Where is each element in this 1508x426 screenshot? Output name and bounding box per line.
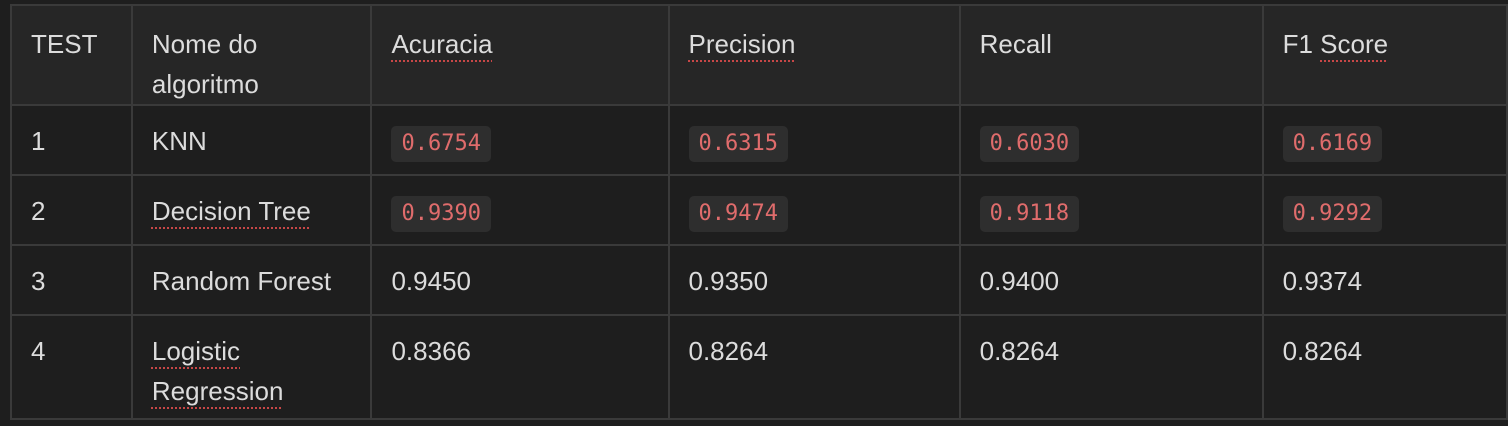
inline-code: 0.6169 [1282, 126, 1383, 162]
inline-code: 0.9474 [688, 196, 788, 232]
cell-recall[interactable]: 0.8264 [958, 314, 1264, 420]
header-test[interactable]: TEST [10, 4, 133, 106]
header-f1-score[interactable]: F1 Score [1261, 4, 1508, 106]
cell-precision[interactable]: 0.8264 [667, 314, 961, 420]
header-f1-score-word: Score [1320, 29, 1389, 59]
table-row: 2 Decision Tree 0.9390 0.9474 0.9118 0.9… [10, 174, 1508, 246]
cell-test[interactable]: 4 [10, 314, 133, 420]
cell-acuracia[interactable]: 0.9390 [370, 174, 670, 246]
inline-code: 0.6030 [979, 126, 1080, 162]
cell-recall[interactable]: 0.9400 [958, 244, 1264, 316]
cell-test[interactable]: 2 [10, 174, 133, 246]
results-table-container: TEST Nome do algoritmo Acuracia Precisio… [10, 4, 1508, 420]
cell-test[interactable]: 1 [10, 104, 133, 176]
cell-f1[interactable]: 0.8264 [1261, 314, 1508, 420]
cell-recall[interactable]: 0.6030 [958, 104, 1264, 176]
table-row: 4 Logistic Regression 0.8366 0.8264 0.82… [10, 314, 1508, 420]
cell-algorithm[interactable]: Logistic Regression [130, 314, 373, 420]
header-precision[interactable]: Precision [667, 4, 961, 106]
inline-code: 0.9292 [1282, 196, 1383, 232]
header-algorithm[interactable]: Nome do algoritmo [130, 4, 373, 106]
cell-precision[interactable]: 0.6315 [667, 104, 961, 176]
inline-code: 0.6315 [688, 126, 788, 162]
cell-acuracia[interactable]: 0.8366 [370, 314, 670, 420]
cell-precision[interactable]: 0.9350 [667, 244, 961, 316]
cell-algorithm[interactable]: Decision Tree [130, 174, 373, 246]
cell-f1[interactable]: 0.9374 [1261, 244, 1508, 316]
cell-algorithm[interactable]: Random Forest [130, 244, 373, 316]
cell-precision[interactable]: 0.9474 [667, 174, 961, 246]
cell-f1[interactable]: 0.6169 [1261, 104, 1508, 176]
cell-acuracia[interactable]: 0.6754 [370, 104, 670, 176]
cell-acuracia[interactable]: 0.9450 [370, 244, 670, 316]
inline-code: 0.9118 [979, 196, 1080, 232]
header-acuracia[interactable]: Acuracia [370, 4, 670, 106]
cell-f1[interactable]: 0.9292 [1261, 174, 1508, 246]
header-row: TEST Nome do algoritmo Acuracia Precisio… [10, 4, 1508, 106]
cell-test[interactable]: 3 [10, 244, 133, 316]
cell-algorithm[interactable]: KNN [130, 104, 373, 176]
cell-recall[interactable]: 0.9118 [958, 174, 1264, 246]
header-recall[interactable]: Recall [958, 4, 1264, 106]
table-row: 3 Random Forest 0.9450 0.9350 0.9400 0.9… [10, 244, 1508, 316]
results-table: TEST Nome do algoritmo Acuracia Precisio… [10, 4, 1508, 420]
inline-code: 0.9390 [391, 196, 491, 232]
table-row: 1 KNN 0.6754 0.6315 0.6030 0.6169 [10, 104, 1508, 176]
inline-code: 0.6754 [391, 126, 491, 162]
